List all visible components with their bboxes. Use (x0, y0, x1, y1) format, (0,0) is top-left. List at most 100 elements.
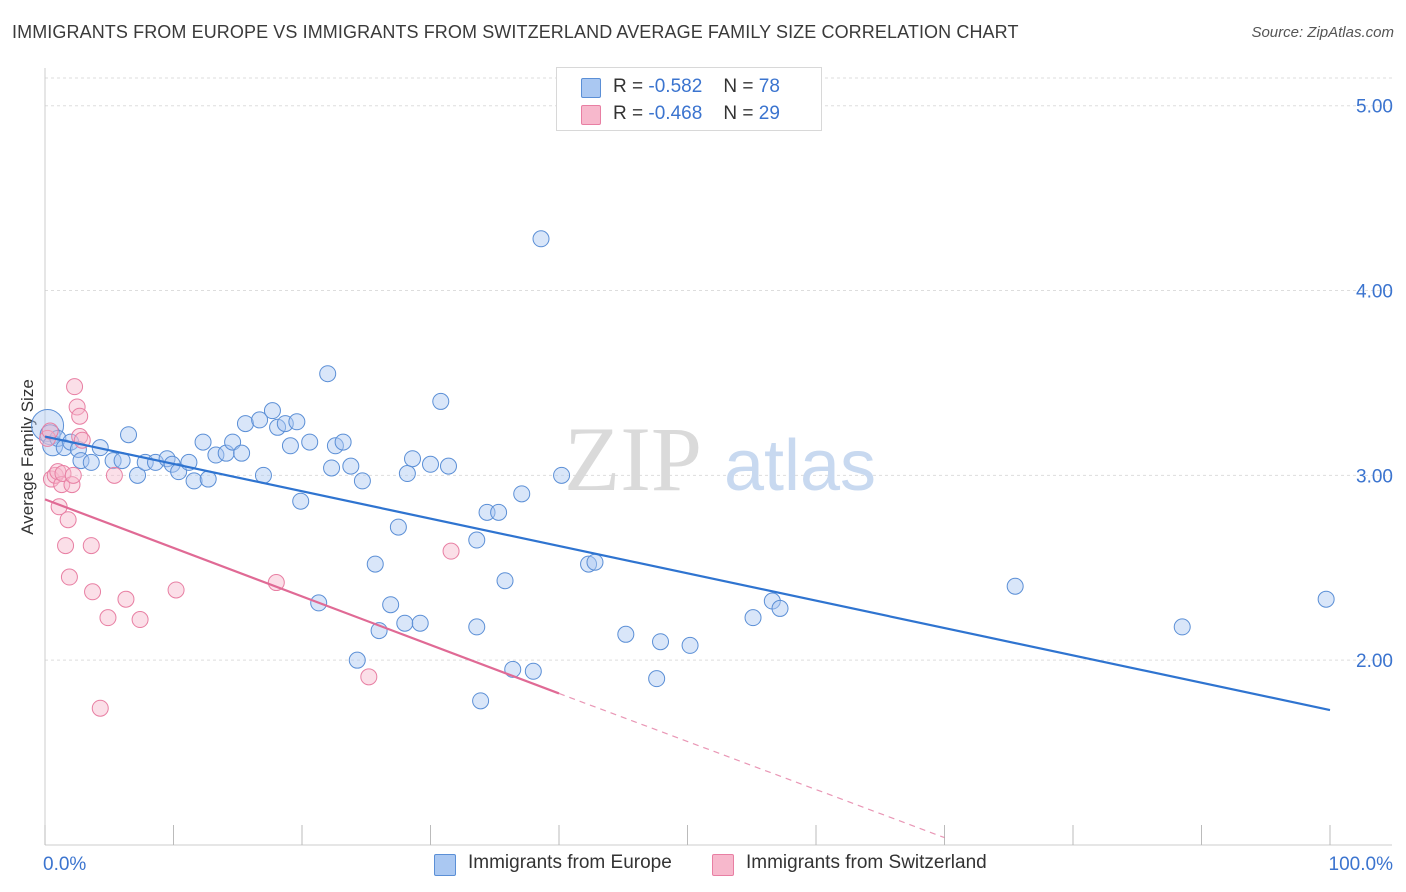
n-value: 78 (758, 76, 780, 97)
point-europe (194, 433, 212, 451)
point-europe (396, 614, 414, 632)
r-value: -0.582 (648, 76, 703, 97)
grid-lines (45, 77, 1392, 661)
point-europe (1173, 618, 1191, 636)
source-credit: Source: ZipAtlas.com (1251, 24, 1394, 41)
point-europe (104, 452, 122, 470)
point-europe (288, 413, 306, 431)
point-europe (580, 555, 598, 573)
point-europe (82, 453, 100, 471)
watermark-atlas: atlas (724, 426, 876, 506)
point-europe (326, 437, 344, 455)
point-switzerland (59, 511, 77, 529)
point-europe (217, 444, 235, 462)
point-europe (617, 625, 635, 643)
point-europe (72, 452, 90, 470)
point-europe (648, 670, 666, 688)
x-tick-label: 100.0% (1329, 854, 1394, 875)
point-switzerland (66, 378, 84, 396)
point-europe (319, 365, 337, 383)
point-switzerland (57, 537, 75, 555)
point-switzerland (63, 476, 81, 494)
point-europe (439, 457, 457, 475)
legend-swatch-switzerland (712, 854, 734, 876)
point-europe (513, 485, 531, 503)
n-value: 29 (758, 103, 780, 124)
point-europe (472, 692, 490, 710)
y-tick-label: 3.00 (1356, 466, 1393, 487)
tick-labels: 2.00 3.00 4.00 5.00 0.0% 100.0% (43, 97, 1393, 875)
point-europe (1317, 590, 1335, 608)
point-europe (532, 230, 550, 248)
point-europe (553, 466, 571, 484)
point-europe (42, 435, 64, 457)
point-europe (432, 392, 450, 410)
n-label: N = (723, 76, 754, 97)
point-europe (398, 465, 416, 483)
stats-legend: R = -0.582 N = 78 R = -0.468 N = 29 (556, 67, 822, 131)
point-europe (681, 636, 699, 654)
point-europe (207, 446, 225, 464)
point-europe (411, 614, 429, 632)
point-europe (366, 555, 384, 573)
point-europe (404, 450, 422, 468)
trend-line-switzerland (44, 498, 560, 695)
point-europe (744, 609, 762, 627)
point-europe (120, 426, 138, 444)
legend-swatch-europe (581, 78, 601, 98)
point-switzerland (64, 466, 82, 484)
point-europe (342, 457, 360, 475)
point-europe (281, 437, 299, 455)
point-europe (382, 596, 400, 614)
point-europe (185, 472, 203, 490)
y-tick-label: 2.00 (1356, 651, 1393, 672)
point-switzerland (71, 407, 89, 425)
point-europe (348, 651, 366, 669)
y-tick-label: 4.00 (1356, 282, 1393, 303)
legend-swatch-europe (434, 854, 456, 876)
point-europe (468, 618, 486, 636)
point-switzerland (117, 590, 135, 608)
point-europe (496, 572, 514, 590)
chart-title: IMMIGRANTS FROM EUROPE VS IMMIGRANTS FRO… (12, 22, 1019, 42)
point-europe (233, 444, 251, 462)
point-europe (251, 411, 269, 429)
point-europe (129, 466, 147, 484)
point-europe (292, 492, 310, 510)
point-switzerland (84, 583, 102, 601)
n-label: N = (723, 103, 754, 124)
trend-line-europe (44, 435, 1331, 712)
trend-lines (44, 435, 1331, 839)
point-europe (263, 402, 281, 420)
r-value: -0.468 (648, 103, 703, 124)
legend-label-europe: Immigrants from Europe (468, 852, 672, 873)
point-europe (468, 531, 486, 549)
point-europe (334, 433, 352, 451)
point-europe (478, 503, 496, 521)
point-europe (353, 472, 371, 490)
point-switzerland (41, 422, 59, 440)
point-europe (236, 415, 254, 433)
point-europe (586, 553, 604, 571)
data-points (31, 230, 1335, 717)
legend-label-switzerland: Immigrants from Switzerland (746, 852, 987, 873)
point-europe (524, 662, 542, 680)
point-europe (1006, 577, 1024, 595)
x-tick-label: 0.0% (43, 854, 86, 875)
y-tick-label: 5.00 (1356, 97, 1393, 118)
point-switzerland (167, 581, 185, 599)
trend-line-switzerland-extension (558, 692, 945, 839)
r-label: R = (613, 76, 644, 97)
axes (44, 68, 1392, 846)
point-switzerland (442, 542, 460, 560)
point-switzerland (60, 568, 78, 586)
point-switzerland (105, 466, 123, 484)
point-europe (771, 599, 789, 617)
point-switzerland (91, 699, 109, 717)
point-switzerland (54, 465, 72, 483)
point-europe (224, 433, 242, 451)
legend-swatch-switzerland (581, 105, 601, 125)
point-europe (389, 518, 407, 536)
point-europe (490, 503, 508, 521)
